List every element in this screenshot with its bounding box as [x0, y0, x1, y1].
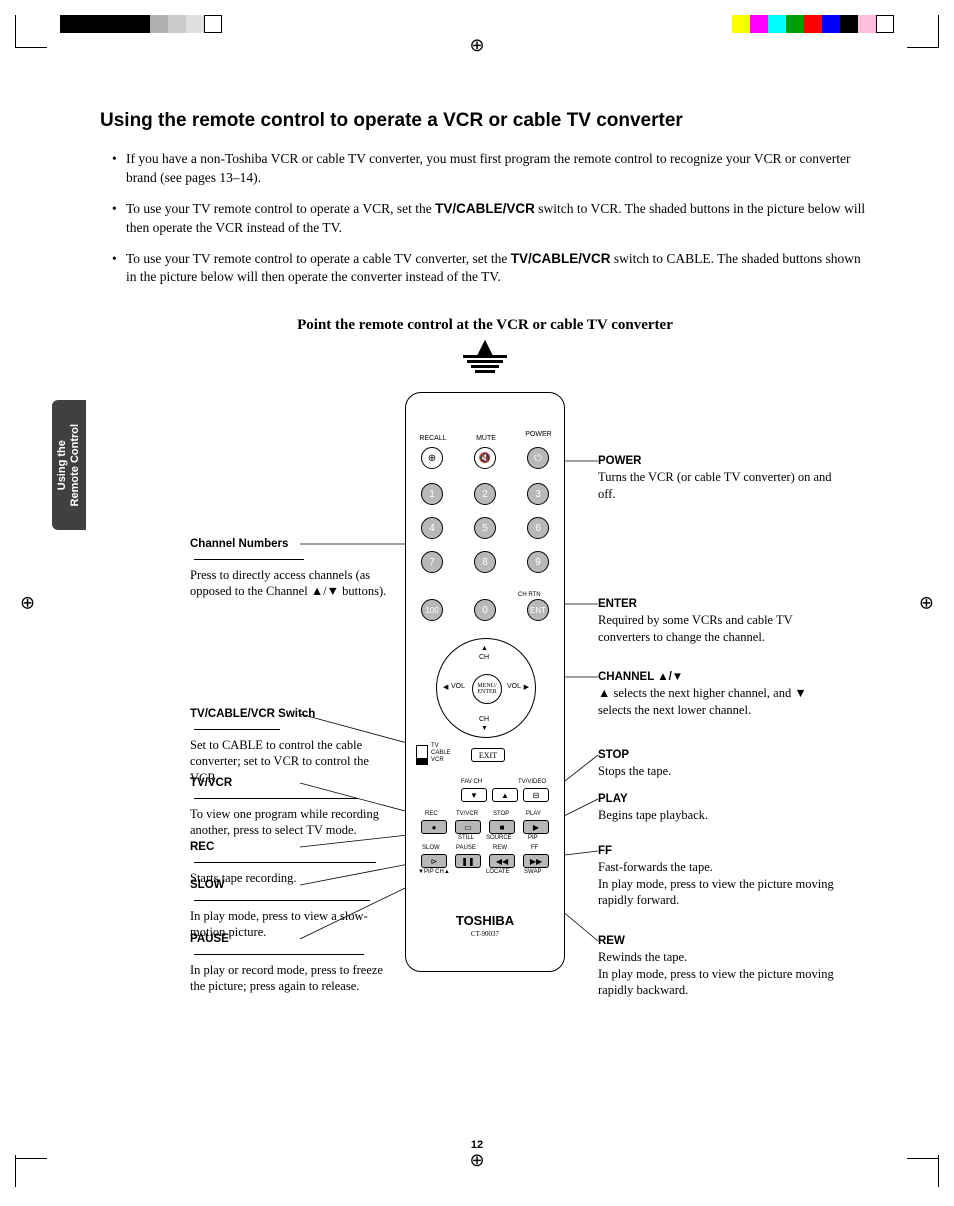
label-play: PLAY — [526, 811, 541, 817]
number-7-button[interactable]: 7 — [421, 551, 443, 573]
callout-tv-vcr: TV/VCRTo view one program while recordin… — [190, 776, 400, 838]
callout-play: PLAYBegins tape playback. — [598, 792, 838, 823]
crop-mark — [938, 15, 939, 51]
number-2-button[interactable]: 2 — [474, 483, 496, 505]
registration-mark-icon: ⊕ — [919, 593, 934, 614]
bullet-item: To use your TV remote control to operate… — [112, 250, 870, 288]
side-tab-line2: Remote Control — [69, 424, 81, 507]
menu-enter-button[interactable]: MENU/ ENTER — [472, 674, 502, 704]
callout-rew: REWRewinds the tape. In play mode, press… — [598, 934, 838, 998]
label-pause: PAUSE — [456, 845, 476, 851]
number-0-button[interactable]: 0 — [474, 599, 496, 621]
callout-ff: FFFast-forwards the tape. In play mode, … — [598, 844, 838, 908]
mode-switch[interactable] — [416, 745, 428, 765]
callout-pause: PAUSEIn play or record mode, press to fr… — [190, 932, 400, 994]
label-swap: SWAP — [524, 869, 541, 875]
callout-enter: ENTERRequired by some VCRs and cable TV … — [598, 597, 838, 644]
registration-mark-icon: ⊕ — [469, 35, 484, 56]
number-3-button[interactable]: 3 — [527, 483, 549, 505]
label-still: STILL — [458, 835, 474, 841]
registration-mark-icon: ⊕ — [469, 1150, 484, 1171]
label-tvvcr: TV/VCR — [456, 811, 478, 817]
callout-stop: STOPStops the tape. — [598, 748, 838, 779]
remote-body: RECALL MUTE POWER ⊕ 🔇 ⏻ 1 2 3 4 5 6 7 8 9 100 0 ENT… — [405, 392, 565, 972]
side-tab-line1: Using the — [56, 440, 68, 490]
number-9-button[interactable]: 9 — [527, 551, 549, 573]
label-ch-down: CH — [479, 716, 489, 723]
crop-mark — [15, 15, 16, 51]
label-vol-down: VOL — [451, 683, 465, 690]
label-ch-up: CH — [479, 654, 489, 661]
arrow-left-icon: ◀ — [443, 683, 448, 691]
slow-button[interactable]: ⊳ — [421, 854, 447, 868]
number-100-button[interactable]: 100 — [421, 599, 443, 621]
label-pip: PIP — [528, 835, 538, 841]
switch-labels: TV CABLE VCR — [431, 743, 451, 763]
tvvcr-button[interactable]: ▭ — [455, 820, 481, 834]
label-stop: STOP — [493, 811, 509, 817]
recall-button[interactable]: ⊕ — [421, 447, 443, 469]
bullet-item: To use your TV remote control to operate… — [112, 200, 870, 238]
remote-diagram: ▲ RECALL MUTE P — [100, 342, 870, 1042]
ff-button[interactable]: ▶▶ — [523, 854, 549, 868]
brand-label: TOSHIBA — [406, 913, 564, 928]
callout-tv-cable-vcr-switch: TV/CABLE/VCR SwitchSet to CABLE to contr… — [190, 707, 400, 786]
label-mute: MUTE — [471, 435, 501, 442]
bullet-item: If you have a non-Toshiba VCR or cable T… — [112, 150, 870, 188]
color-bar-right — [732, 15, 894, 33]
callout-channel-numbers: Channel NumbersPress to directly access … — [190, 537, 400, 599]
tvvideo-button[interactable]: ⊟ — [523, 788, 549, 802]
favch-down-button[interactable]: ▼ — [461, 788, 487, 802]
intro-bullets: If you have a non-Toshiba VCR or cable T… — [112, 150, 870, 287]
dpad[interactable]: MENU/ ENTER ▲ CH ▼ CH ◀ VOL ▶ VOL — [436, 638, 536, 738]
registration-mark-icon: ⊕ — [20, 593, 35, 614]
arrow-up-icon: ▲ — [481, 645, 488, 652]
play-button[interactable]: ▶ — [523, 820, 549, 834]
label-rew: REW — [493, 845, 507, 851]
label-recall: RECALL — [418, 435, 448, 442]
crop-mark — [15, 1155, 16, 1191]
model-label: CT-90037 — [406, 930, 564, 938]
label-slow: SLOW — [422, 845, 440, 851]
label-chrtn: CH RTN — [518, 592, 541, 598]
label-tvvideo: TV/VIDEO — [518, 779, 546, 785]
label-locate: LOCATE — [486, 869, 510, 875]
arrow-right-icon: ▶ — [524, 683, 529, 691]
signal-icon: ▲ — [455, 342, 515, 374]
pause-button[interactable]: ❚❚ — [455, 854, 481, 868]
number-8-button[interactable]: 8 — [474, 551, 496, 573]
rew-button[interactable]: ◀◀ — [489, 854, 515, 868]
crop-mark — [938, 1155, 939, 1191]
color-bar-left — [60, 15, 222, 33]
callout-power: POWERTurns the VCR (or cable TV converte… — [598, 454, 838, 501]
label-source: SOURCE — [486, 835, 512, 841]
label-favch: FAV CH — [461, 779, 482, 785]
stop-button[interactable]: ■ — [489, 820, 515, 834]
mute-button[interactable]: 🔇 — [474, 447, 496, 469]
label-pipch: ▼PIP CH▲ — [418, 869, 450, 875]
number-1-button[interactable]: 1 — [421, 483, 443, 505]
number-4-button[interactable]: 4 — [421, 517, 443, 539]
number-5-button[interactable]: 5 — [474, 517, 496, 539]
favch-up-button[interactable]: ▲ — [492, 788, 518, 802]
rec-button[interactable]: ● — [421, 820, 447, 834]
page-title: Using the remote control to operate a VC… — [100, 110, 870, 132]
arrow-down-icon: ▼ — [481, 725, 488, 732]
number-6-button[interactable]: 6 — [527, 517, 549, 539]
enter-button[interactable]: ENT — [527, 599, 549, 621]
callout-channel-: CHANNEL ▲/▼▲ selects the next higher cha… — [598, 670, 838, 717]
section-tab: Using theRemote Control — [52, 400, 86, 530]
label-power: POWER — [521, 431, 556, 438]
label-ff: FF — [531, 845, 538, 851]
page-number: 12 — [0, 1139, 954, 1151]
label-rec: REC — [425, 811, 438, 817]
power-button[interactable]: ⏻ — [527, 447, 549, 469]
exit-button[interactable]: EXIT — [471, 748, 505, 762]
label-vol-up: VOL — [507, 683, 521, 690]
